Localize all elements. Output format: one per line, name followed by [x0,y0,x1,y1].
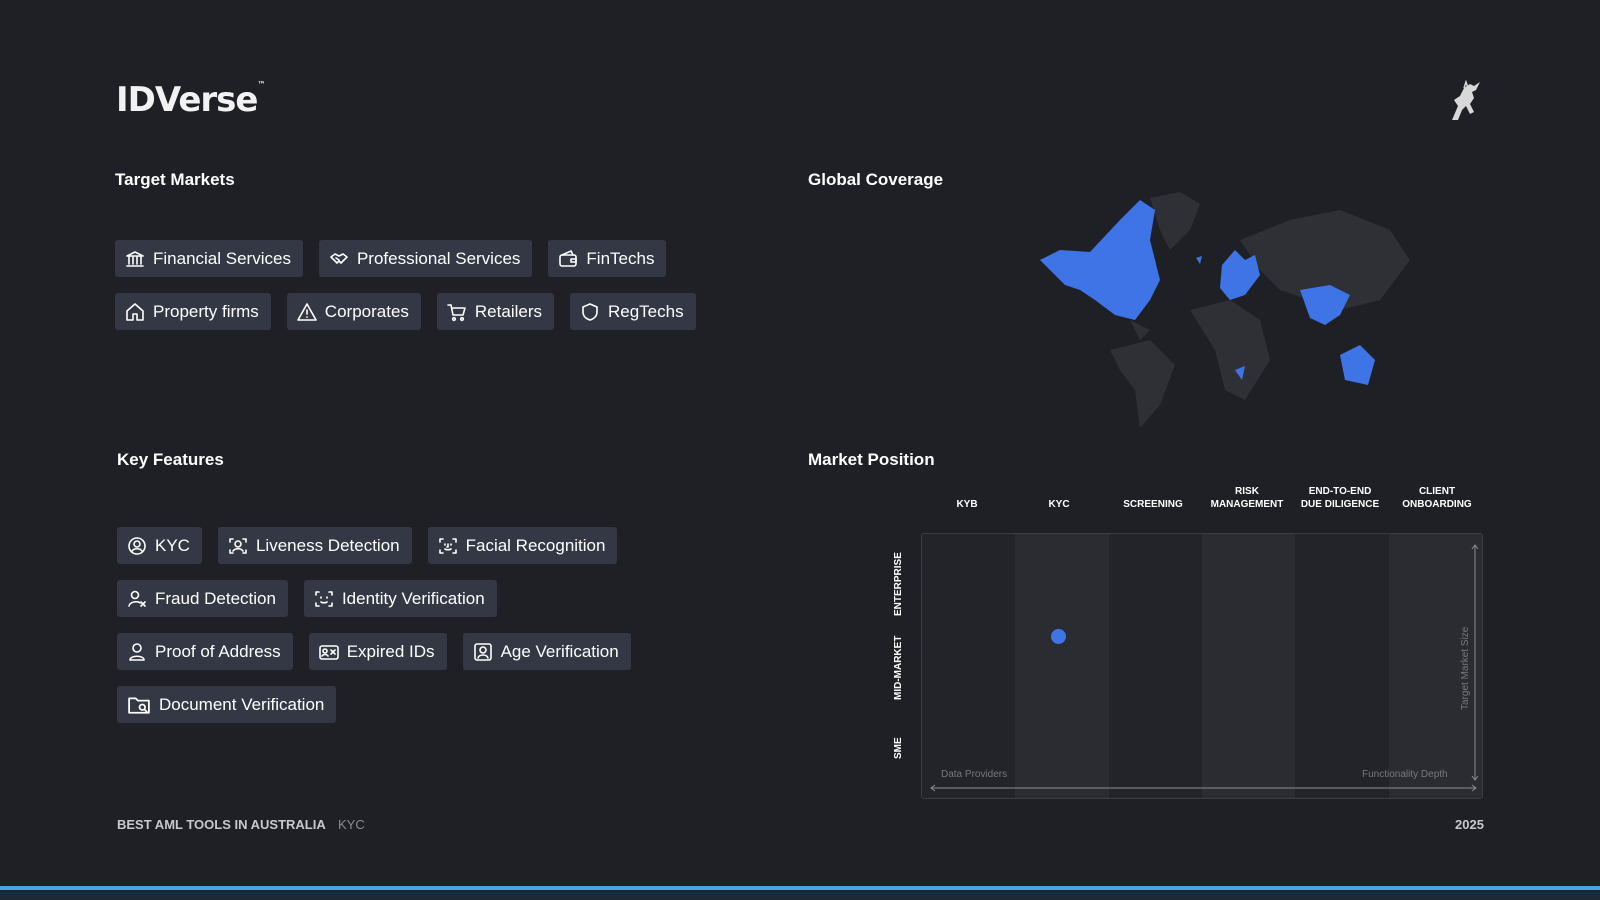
feature-chip-document-verification: Document Verification [117,686,337,723]
footer-title: BEST AML TOOLS IN AUSTRALIA [117,817,326,832]
column-header-client-onboarding: CLIENT ONBOARDING [1402,486,1472,510]
map-south-america [1110,340,1175,428]
shield-icon [582,302,598,321]
key-features-list: KYC Liveness Detection Facial Recognitio… [117,527,677,723]
target-markets-list: Financial Services Professional Services… [115,240,735,330]
handshake-icon [330,252,348,264]
face-scan-icon [229,537,247,554]
trademark: ™ [257,80,265,89]
key-features-title: Key Features [117,450,224,469]
target-markets-title: Target Markets [115,170,235,189]
feature-label: Proof of Address [155,641,281,661]
footer-category: KYC [338,817,365,832]
brand-logo: IDVerse™ [116,80,265,120]
feature-label: Fraud Detection [155,588,276,608]
feature-chip-fraud-detection: Fraud Detection [117,580,288,617]
world-map [1040,192,1410,428]
bottom-band [0,890,1600,900]
user-pin-icon [129,642,145,661]
user-x-icon [128,590,146,607]
x-axis-start-label: Data Providers [941,769,1008,780]
market-label: Corporates [324,301,409,321]
id-card-x-icon [318,644,339,660]
map-asia [1240,210,1410,310]
scan-user-icon [315,590,333,607]
market-label: Professional Services [356,248,521,268]
column-header-due-diligence: END-TO-END DUE DILIGENCE [1300,486,1380,510]
face-id-icon [438,537,457,554]
feature-chip-kyc: KYC [117,527,202,564]
wallet-icon [559,249,578,267]
market-label: Financial Services [153,248,291,268]
x-axis-arrows [930,784,1477,792]
bank-icon [126,250,144,267]
market-position-marker [1051,629,1066,644]
grid-column-due-diligence [1295,534,1389,798]
map-madagascar [1235,366,1245,380]
y-axis-label: Target Market Size [1460,626,1471,710]
user-square-icon [473,642,492,661]
grid-axes [930,544,1479,792]
home-icon [126,302,144,321]
market-chip-property-firms: Property firms [115,293,271,330]
user-circle-icon [128,536,146,555]
market-chip-corporates: Corporates [286,293,421,330]
warning-triangle-icon [296,302,317,321]
grid-column-client-onboarding [1388,534,1482,798]
feature-chip-expired-ids: Expired IDs [308,633,447,670]
feature-chip-liveness-detection: Liveness Detection [217,527,412,564]
feature-label: Document Verification [159,694,325,714]
feature-label: Identity Verification [341,588,485,608]
feature-chip-proof-of-address: Proof of Address [117,633,293,670]
feature-chip-age-verification: Age Verification [462,633,631,670]
feature-chip-facial-recognition: Facial Recognition [427,527,618,564]
folder-search-icon [128,697,150,714]
feature-label: Age Verification [500,641,619,661]
row-label-sme: SME [893,737,904,759]
map-central-america [1130,320,1150,340]
market-label: Retailers [474,301,542,321]
x-axis-end-label: Functionality Depth [1362,769,1448,780]
market-position-grid [921,533,1483,799]
market-position-title: Market Position [808,450,935,469]
column-header-risk-management: RISK MANAGEMENT [1210,486,1284,510]
feature-label: Expired IDs [346,641,435,661]
map-iceland [1196,256,1202,264]
market-chip-fintechs: FinTechs [548,240,667,277]
y-axis-arrows [1471,544,1479,781]
map-australia [1340,345,1375,385]
market-chip-retailers: Retailers [436,293,554,330]
grid-column-kyc [1015,534,1109,798]
map-europe [1220,250,1260,300]
market-label: FinTechs [586,248,655,268]
feature-chip-identity-verification: Identity Verification [303,580,497,617]
feature-label: Facial Recognition [465,535,606,555]
knight-mascot-icon [1452,80,1480,120]
global-coverage-title: Global Coverage [808,170,944,189]
market-label: RegTechs [608,301,684,321]
logo-text: IDVerse [116,80,258,120]
market-chip-financial-services: Financial Services [115,240,303,277]
grid-column-screening [1108,534,1202,798]
row-label-mid-market: MID-MARKET [893,635,904,700]
map-china [1300,285,1350,325]
feature-label: KYC [155,535,190,555]
grid-column-risk-management [1201,534,1296,798]
grid-column-kyb [922,534,1016,798]
market-chip-professional-services: Professional Services [318,240,533,277]
feature-label: Liveness Detection [255,535,400,555]
bottom-accent-bar [0,886,1600,890]
column-header-screening: SCREENING [1123,499,1183,510]
footer-year: 2025 [1455,817,1484,832]
market-label: Property firms [153,301,259,321]
row-label-enterprise: ENTERPRISE [893,552,904,616]
column-header-kyc: KYC [1048,499,1070,510]
map-north-america [1040,200,1160,320]
cart-icon [447,303,466,321]
map-greenland [1150,192,1200,250]
map-africa [1190,300,1270,400]
market-chip-regtechs: RegTechs [570,293,696,330]
column-header-kyb: KYB [956,499,978,510]
